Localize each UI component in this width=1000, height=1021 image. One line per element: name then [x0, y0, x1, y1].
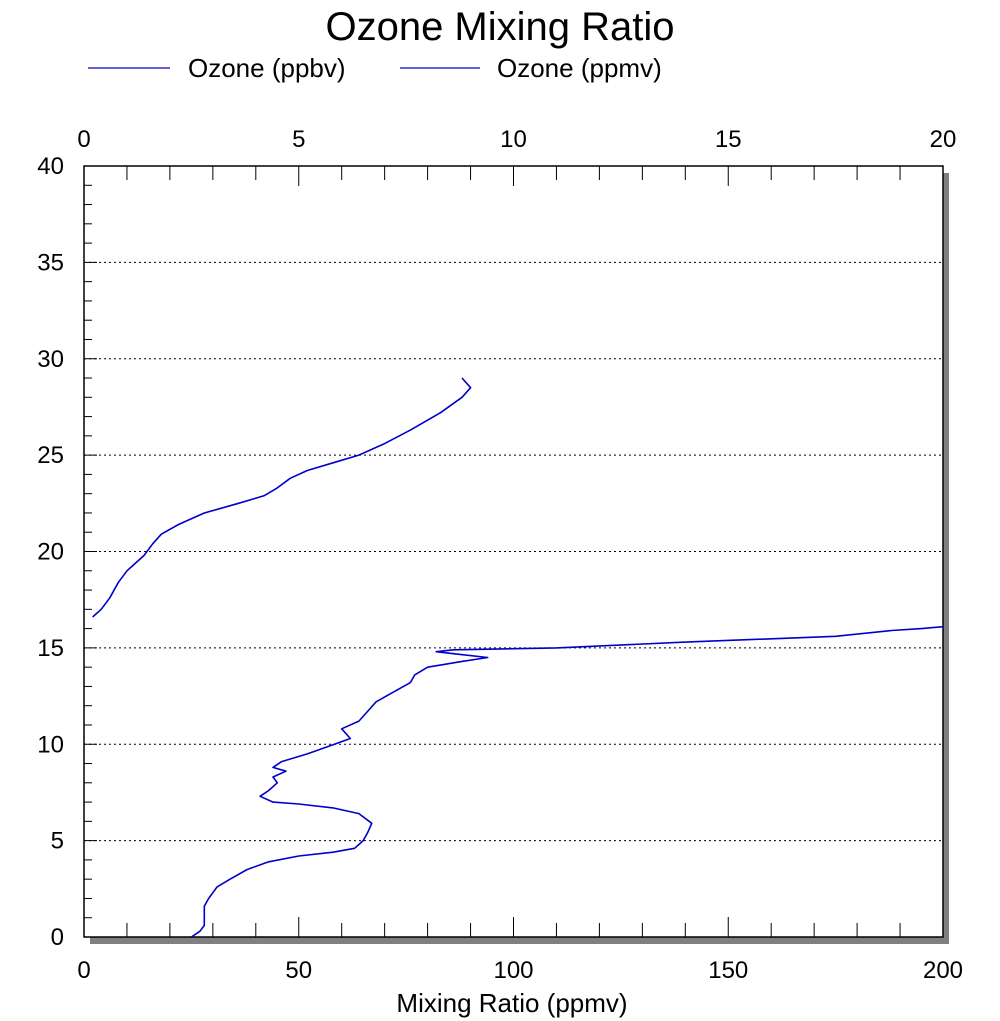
y-tick-label: 20 [37, 539, 64, 566]
x-top-tick-label: 20 [930, 126, 957, 153]
series-line-ozone-ppbv [190, 625, 944, 938]
x-bottom-tick-label: 150 [708, 957, 748, 984]
x-bottom-tick-label: 0 [77, 957, 90, 984]
y-tick-label: 15 [37, 635, 64, 662]
grid-lines [84, 261, 943, 842]
plot-shadow-bottom [90, 937, 949, 944]
legend-label-ppbv: Ozone (ppbv) [188, 53, 346, 83]
y-tick-label: 30 [37, 346, 64, 373]
y-tick-label: 40 [37, 153, 64, 180]
legend-label-ppmv: Ozone (ppmv) [497, 53, 662, 83]
plot-shadow-right [943, 173, 949, 944]
x-bottom-tick-label: 50 [285, 957, 312, 984]
x-bottom-tick-label: 200 [923, 957, 963, 984]
x-top-tick-label: 5 [292, 126, 305, 153]
x-axis-label: Mixing Ratio (ppmv) [396, 988, 627, 1018]
series-line-ozone-ppmv [92, 377, 472, 618]
legend: Ozone (ppbv) Ozone (ppmv) [88, 53, 662, 83]
chart-title: Ozone Mixing Ratio [325, 5, 674, 49]
x-bottom-tick-label: 100 [493, 957, 533, 984]
axis-ticks [83, 165, 944, 938]
x-top-tick-label: 15 [715, 126, 742, 153]
series-group [92, 377, 944, 938]
x-top-tick-label: 10 [500, 126, 527, 153]
y-tick-label: 0 [51, 924, 64, 951]
x-top-tick-label: 0 [77, 126, 90, 153]
y-tick-label: 10 [37, 731, 64, 758]
tick-labels: 0 5 10 15 20 25 30 35 40 0 50 100 150 200 0 5 10 15 20 [37, 126, 963, 984]
y-tick-label: 5 [51, 828, 64, 855]
y-tick-label: 25 [37, 442, 64, 469]
y-tick-label: 35 [37, 249, 64, 276]
